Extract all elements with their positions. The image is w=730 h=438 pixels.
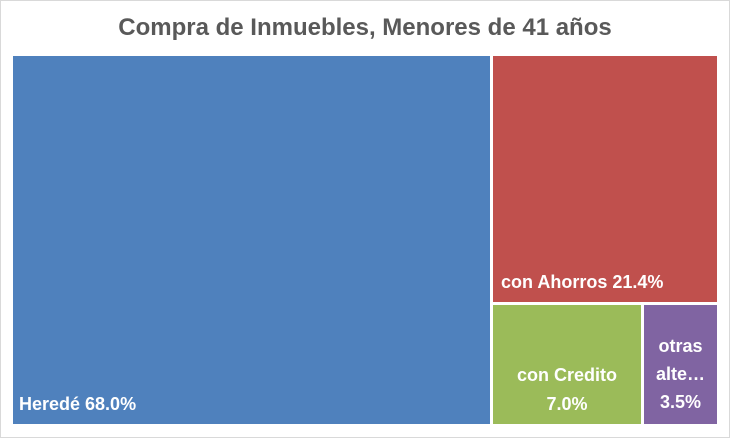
tile-label-otras-line2: alte… xyxy=(655,364,706,384)
tile-value-otras: 3.5% xyxy=(659,392,702,412)
chart-title: Compra de Inmuebles, Menores de 41 años xyxy=(118,14,612,41)
tile-label-con-credito: con Credito xyxy=(516,365,617,385)
tile-label-con-ahorros: con Ahorros 21.4% xyxy=(501,272,664,292)
tile-value-con-credito: 7.0% xyxy=(546,394,588,414)
tile-label-otras-line1: otras xyxy=(658,336,703,356)
tile-herede: Heredé 68.0% xyxy=(13,56,490,424)
tile-con-credito: con Credito 7.0% xyxy=(493,305,641,424)
tile-con-ahorros: con Ahorros 21.4% xyxy=(493,56,717,302)
tile-otras-alternativas: otras alte… 3.5% xyxy=(644,305,717,424)
tile-label-herede: Heredé 68.0% xyxy=(19,394,137,414)
